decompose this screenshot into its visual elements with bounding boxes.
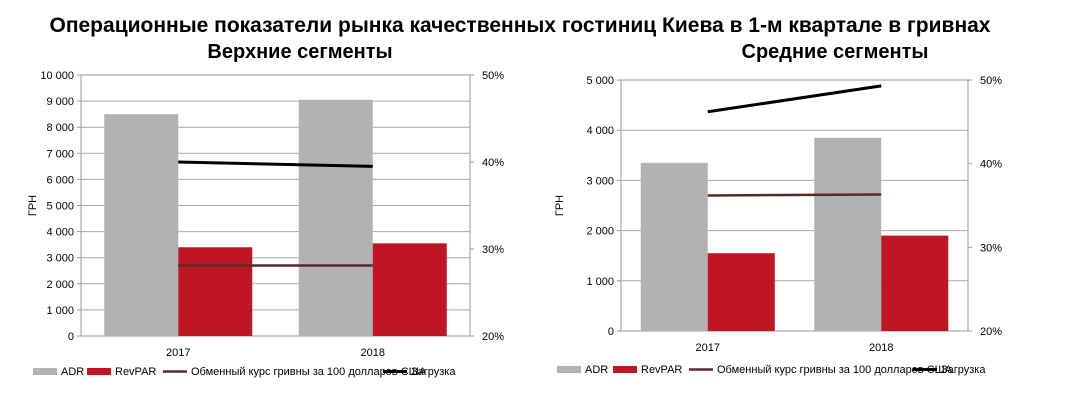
plot-area — [620, 79, 969, 332]
y-tick-label: 10 000 — [40, 70, 74, 82]
x-tick-label: 2017 — [166, 347, 190, 359]
bar-revpar — [881, 235, 949, 331]
legend-label: Обменный курс гривны за 100 долларов США — [717, 364, 953, 376]
y-tick-label: 1 000 — [46, 305, 74, 317]
y-tick-label: 1 000 — [586, 276, 614, 288]
y-axis-label: ГРН — [27, 195, 39, 216]
bar-adr — [814, 137, 882, 331]
legend-item: ADR — [557, 364, 608, 376]
y2-tick-label: 30% — [980, 242, 1002, 254]
legend-label: Обменный курс гривны за 100 долларов США — [191, 366, 427, 378]
legend-item: RevPAR — [613, 364, 682, 376]
chart-title-upper: Верхние сегменты — [207, 41, 393, 63]
legend-label: RevPAR — [641, 364, 682, 376]
legend-label: ADR — [585, 364, 608, 376]
y2-tick-label: 50% — [482, 70, 504, 82]
x-tick-label: 2017 — [696, 342, 720, 354]
legend-swatch — [33, 368, 57, 375]
legend-swatch — [557, 366, 581, 373]
y2-tick-label: 40% — [980, 159, 1002, 171]
chart-upper-segments: 0 1 000 2 000 3 000 4 000 5 000 6 000 7 000 8 00… — [27, 70, 504, 378]
bar-revpar — [178, 247, 253, 336]
chart-title-middle: Средние сегменты — [741, 41, 929, 63]
y2-tick-label: 40% — [482, 157, 504, 169]
y-tick-label: 4 000 — [46, 227, 74, 239]
bar-adr — [298, 99, 373, 336]
legend-item: Обменный курс гривны за 100 долларов США — [689, 364, 953, 376]
x-tick-label: 2018 — [869, 342, 893, 354]
y-tick-label: 6 000 — [46, 174, 74, 186]
y2-tick-label: 50% — [980, 75, 1002, 87]
legend-label: RevPAR — [115, 366, 156, 378]
y-tick-label: 2 000 — [46, 279, 74, 291]
y-tick-label: 3 000 — [46, 253, 74, 265]
y2-tick-label: 20% — [980, 326, 1002, 338]
x-tick-label: 2018 — [361, 347, 385, 359]
legend-item: ADR — [33, 366, 84, 378]
bar-adr — [104, 114, 179, 337]
y-tick-label: 2 000 — [586, 226, 614, 238]
legend-label: Загрузка — [411, 366, 456, 378]
main-title: Операционные показатели рынка качественн… — [49, 14, 991, 37]
y-tick-label: 3 000 — [586, 175, 614, 187]
y-tick-label: 9 000 — [46, 96, 74, 108]
line-exchange-rate — [707, 193, 882, 197]
y-tick-label: 8 000 — [46, 122, 74, 134]
legend-label: Загрузка — [941, 364, 986, 376]
legend-swatch — [87, 368, 111, 375]
y-tick-label: 0 — [608, 326, 614, 338]
y-tick-label: 5 000 — [586, 75, 614, 87]
y-tick-label: 5 000 — [46, 201, 74, 213]
legend-item: RevPAR — [87, 366, 156, 378]
bar-revpar — [372, 243, 447, 336]
legend-item: Загрузка — [913, 364, 986, 376]
y-axis-label: ГРН — [554, 195, 566, 216]
y-tick-label: 0 — [68, 331, 74, 343]
y2-tick-label: 30% — [482, 244, 504, 256]
bar-adr — [640, 162, 708, 331]
y-tick-label: 7 000 — [46, 148, 74, 160]
legend-swatch — [613, 366, 637, 373]
line-occupancy — [707, 84, 882, 114]
legend-label: ADR — [61, 366, 84, 378]
y-tick-label: 4 000 — [586, 125, 614, 137]
legend-item: Загрузка — [383, 366, 456, 378]
line-occupancy — [178, 160, 373, 168]
bar-revpar — [707, 253, 775, 331]
legend-item: Обменный курс гривны за 100 долларов США — [163, 366, 427, 378]
y2-tick-label: 20% — [482, 331, 504, 343]
